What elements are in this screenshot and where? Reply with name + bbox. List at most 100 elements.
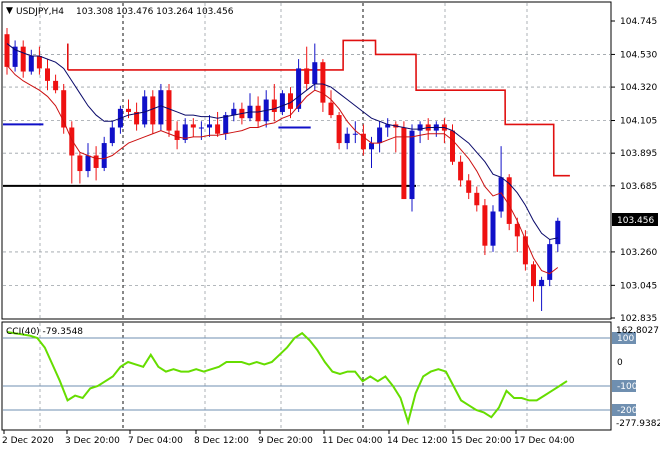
candle-body xyxy=(126,108,131,112)
candle[interactable] xyxy=(522,230,528,271)
candle[interactable] xyxy=(61,83,67,134)
candle-body xyxy=(555,220,561,245)
candle-body xyxy=(531,264,536,287)
candle[interactable] xyxy=(109,121,115,147)
candle[interactable] xyxy=(547,239,553,287)
x-tick-label: 15 Dec 20:00 xyxy=(451,436,512,446)
candle-body xyxy=(547,244,553,280)
candle[interactable] xyxy=(53,74,59,94)
candle[interactable] xyxy=(77,152,83,184)
candle[interactable] xyxy=(296,59,302,112)
cci-tick-label: 100 xyxy=(617,334,634,344)
candle-body xyxy=(61,90,67,128)
candle[interactable] xyxy=(150,90,156,134)
candle-body xyxy=(158,90,164,125)
candle[interactable] xyxy=(142,90,148,128)
y-tick-label: 103.045 xyxy=(620,281,657,291)
candle[interactable] xyxy=(12,40,18,72)
candle[interactable] xyxy=(69,121,75,184)
candle-body xyxy=(506,177,512,224)
candle[interactable] xyxy=(336,111,342,150)
candle[interactable] xyxy=(207,115,212,137)
candle-body xyxy=(466,180,472,193)
candle[interactable] xyxy=(182,118,188,144)
candle[interactable] xyxy=(360,124,366,156)
candle[interactable] xyxy=(344,127,350,150)
candle[interactable] xyxy=(458,155,464,187)
candle-body xyxy=(377,127,383,144)
candle-body xyxy=(198,127,204,129)
current-price-label: 103.456 xyxy=(617,216,654,226)
dropdown-arrow-icon[interactable]: ▼ xyxy=(6,6,13,16)
cci-level-tag xyxy=(612,380,636,392)
candle[interactable] xyxy=(401,121,407,200)
candle[interactable] xyxy=(474,186,480,212)
candle-body xyxy=(109,127,115,144)
y-tick-label: 104.105 xyxy=(620,117,657,127)
candle-body xyxy=(12,46,18,67)
candle[interactable] xyxy=(539,276,545,312)
candle-body xyxy=(328,102,334,116)
main-y-axis: 104.745 104.530 104.320 104.105 103.895 103.6… xyxy=(611,17,657,324)
y-tick-label: 104.530 xyxy=(620,50,657,60)
candle-body xyxy=(45,68,50,81)
stop-line-path xyxy=(67,39,570,177)
candle[interactable] xyxy=(377,121,383,153)
candle[interactable] xyxy=(555,217,561,252)
candle[interactable] xyxy=(490,205,496,252)
candle-body xyxy=(255,105,261,122)
candle[interactable] xyxy=(4,27,10,75)
candle-body xyxy=(182,124,188,140)
candle[interactable] xyxy=(385,118,391,137)
candle-body xyxy=(336,115,342,144)
candle[interactable] xyxy=(45,59,50,91)
candle[interactable] xyxy=(215,111,221,137)
candle[interactable] xyxy=(417,121,423,144)
y-tick-label: 102.835 xyxy=(620,314,657,324)
candle-body xyxy=(166,90,172,131)
candle[interactable] xyxy=(231,102,237,122)
candle[interactable] xyxy=(93,146,99,181)
candle[interactable] xyxy=(85,143,91,178)
candle-body xyxy=(190,124,196,128)
candle[interactable] xyxy=(352,121,358,144)
candle[interactable] xyxy=(279,90,285,116)
candle[interactable] xyxy=(312,43,318,91)
candle[interactable] xyxy=(369,136,374,168)
candle-body xyxy=(69,127,75,156)
ma-fast-line xyxy=(6,43,558,241)
cci-level-tag xyxy=(612,332,636,344)
current-price-tag xyxy=(612,213,658,226)
candle[interactable] xyxy=(190,118,196,137)
x-tick-label: 2 Dec 2020 xyxy=(2,436,54,446)
candle[interactable] xyxy=(20,40,26,78)
candle[interactable] xyxy=(328,90,334,119)
candle[interactable] xyxy=(28,49,34,75)
cci-line xyxy=(6,331,568,426)
cci-tick-label: -200 xyxy=(617,406,638,416)
candle[interactable] xyxy=(498,146,504,218)
candle-body xyxy=(215,124,221,134)
candle-body xyxy=(474,192,480,206)
candle-body xyxy=(223,115,229,134)
candle[interactable] xyxy=(304,46,310,91)
candles[interactable] xyxy=(4,27,561,312)
candle[interactable] xyxy=(514,217,520,252)
candle-body xyxy=(401,127,407,200)
candle[interactable] xyxy=(466,174,472,200)
candle-body xyxy=(522,236,528,265)
candle[interactable] xyxy=(166,83,172,137)
candle-body xyxy=(150,96,156,125)
candle[interactable] xyxy=(158,83,164,131)
candle[interactable] xyxy=(482,199,488,256)
candle-body xyxy=(101,143,107,168)
candle[interactable] xyxy=(271,83,277,122)
candle[interactable] xyxy=(36,46,42,75)
candle[interactable] xyxy=(134,102,140,131)
candle[interactable] xyxy=(101,136,107,172)
candle[interactable] xyxy=(174,121,180,150)
candle[interactable] xyxy=(320,59,326,112)
candle[interactable] xyxy=(409,124,415,212)
candle[interactable] xyxy=(531,261,536,302)
